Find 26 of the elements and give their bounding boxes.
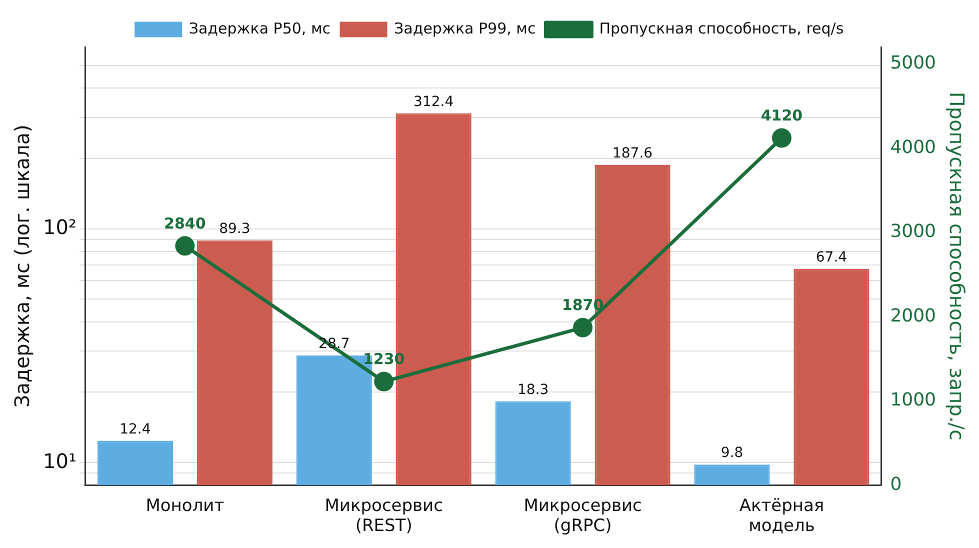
legend-label: Задержка P50, мс [188,19,331,38]
x-tick-label: Микросервис (gRPC) [524,496,642,536]
data-label: 312.4 [414,94,454,110]
data-label: 9.8 [720,445,744,462]
data-label: 187.6 [612,146,653,162]
y2-axis-title: Пропускная способность, запр./с [944,92,969,440]
y2-tick-label: 2000 [890,305,936,326]
x-tick-label: Монолит [146,496,224,516]
y2-tick-label: 0 [890,474,902,495]
x-tick-label: Актёрная модель [739,496,824,536]
y2-tick-label: 3000 [890,221,936,242]
data-label: 18.3 [517,382,549,398]
data-label: 12.4 [120,421,151,438]
y-axis-title: Задержка, мс (лог. шкала) [10,124,34,408]
legend-label: Пропускная способность, req/s [599,19,844,38]
y2-tick-label: 1000 [890,390,936,411]
x-tick-label: Микросервис (REST) [324,496,443,536]
y-tick-label: 10² [43,215,76,240]
data-label: 67.4 [816,250,848,266]
legend-label: Задержка P99, мс [394,19,536,38]
y2-tick-label: 4000 [890,136,936,158]
data-label: 89.3 [219,220,250,237]
data-label: 4120 [760,106,803,124]
data-label: 2840 [164,214,206,232]
y-tick-label: 10¹ [43,448,76,473]
y2-tick-label: 5000 [890,52,936,74]
